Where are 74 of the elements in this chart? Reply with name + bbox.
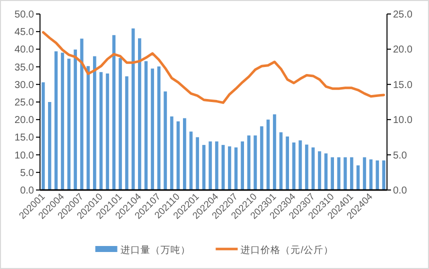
bar [222,144,225,190]
bar [272,114,276,190]
bar [234,147,238,190]
y2-tick-label: 10.0 [393,115,413,126]
bar [93,56,96,190]
y-tick-label: 50.0 [14,10,34,20]
bar [312,147,315,190]
bar [286,136,289,190]
bar [344,157,347,190]
bar [337,157,340,190]
y-tick-label: 25.0 [14,98,34,108]
bar [99,72,103,190]
bar [356,165,360,190]
bar [67,58,71,190]
bar [80,38,84,190]
bar [330,157,334,190]
bar [369,159,373,190]
bar [144,61,148,190]
bar [228,146,232,190]
bar [202,144,206,190]
bar [350,157,354,190]
y-tick-label: 5.0 [20,168,34,179]
bar [247,135,250,190]
bar [279,132,283,190]
bar [182,118,186,190]
bar [208,141,212,190]
bar [382,160,386,190]
bar [138,38,142,190]
bar [54,51,58,190]
bar [42,82,45,190]
legend-label: 进口价格（元/公斤） [240,244,334,256]
bar [176,121,180,190]
y2-tick-label: 15.0 [393,80,413,91]
bar [260,126,264,190]
y2-tick-label: 25.0 [393,10,413,20]
bar [48,102,52,190]
y2-tick-label: 5.0 [393,150,408,162]
bar [86,66,90,190]
bar [292,142,296,190]
y-tick-label: 30.0 [14,80,34,91]
bar [324,153,328,190]
bar [157,66,160,190]
bar [150,68,154,190]
y-tick-label: 15.0 [14,132,34,144]
bar [318,151,322,190]
bar [266,120,270,190]
bar [74,50,77,190]
bar [376,160,379,190]
y-tick-label: 45.0 [14,27,34,38]
legend-label: 进口量（万吨） [120,244,190,256]
bar [112,35,116,190]
bar [298,140,302,190]
bar [170,116,174,190]
bar [164,91,167,190]
bar [125,76,128,190]
bar [60,52,64,190]
bar [362,157,366,190]
bar [305,144,308,190]
y-tick-label: 40.0 [14,44,34,56]
bar [106,73,110,190]
y2-tick-label: 0.0 [393,186,408,196]
y-tick-label: 0.0 [20,186,34,196]
bar [240,141,244,190]
y-tick-label: 20.0 [14,115,34,126]
bar [254,135,257,190]
bar [196,137,200,190]
bar [132,28,135,190]
y2-tick-label: 20.0 [393,44,413,56]
bar [189,132,193,190]
line-series [42,31,386,104]
bar [215,141,218,190]
bar [118,58,122,190]
y-tick-label: 35.0 [14,62,34,74]
y-tick-label: 10.0 [14,150,34,162]
